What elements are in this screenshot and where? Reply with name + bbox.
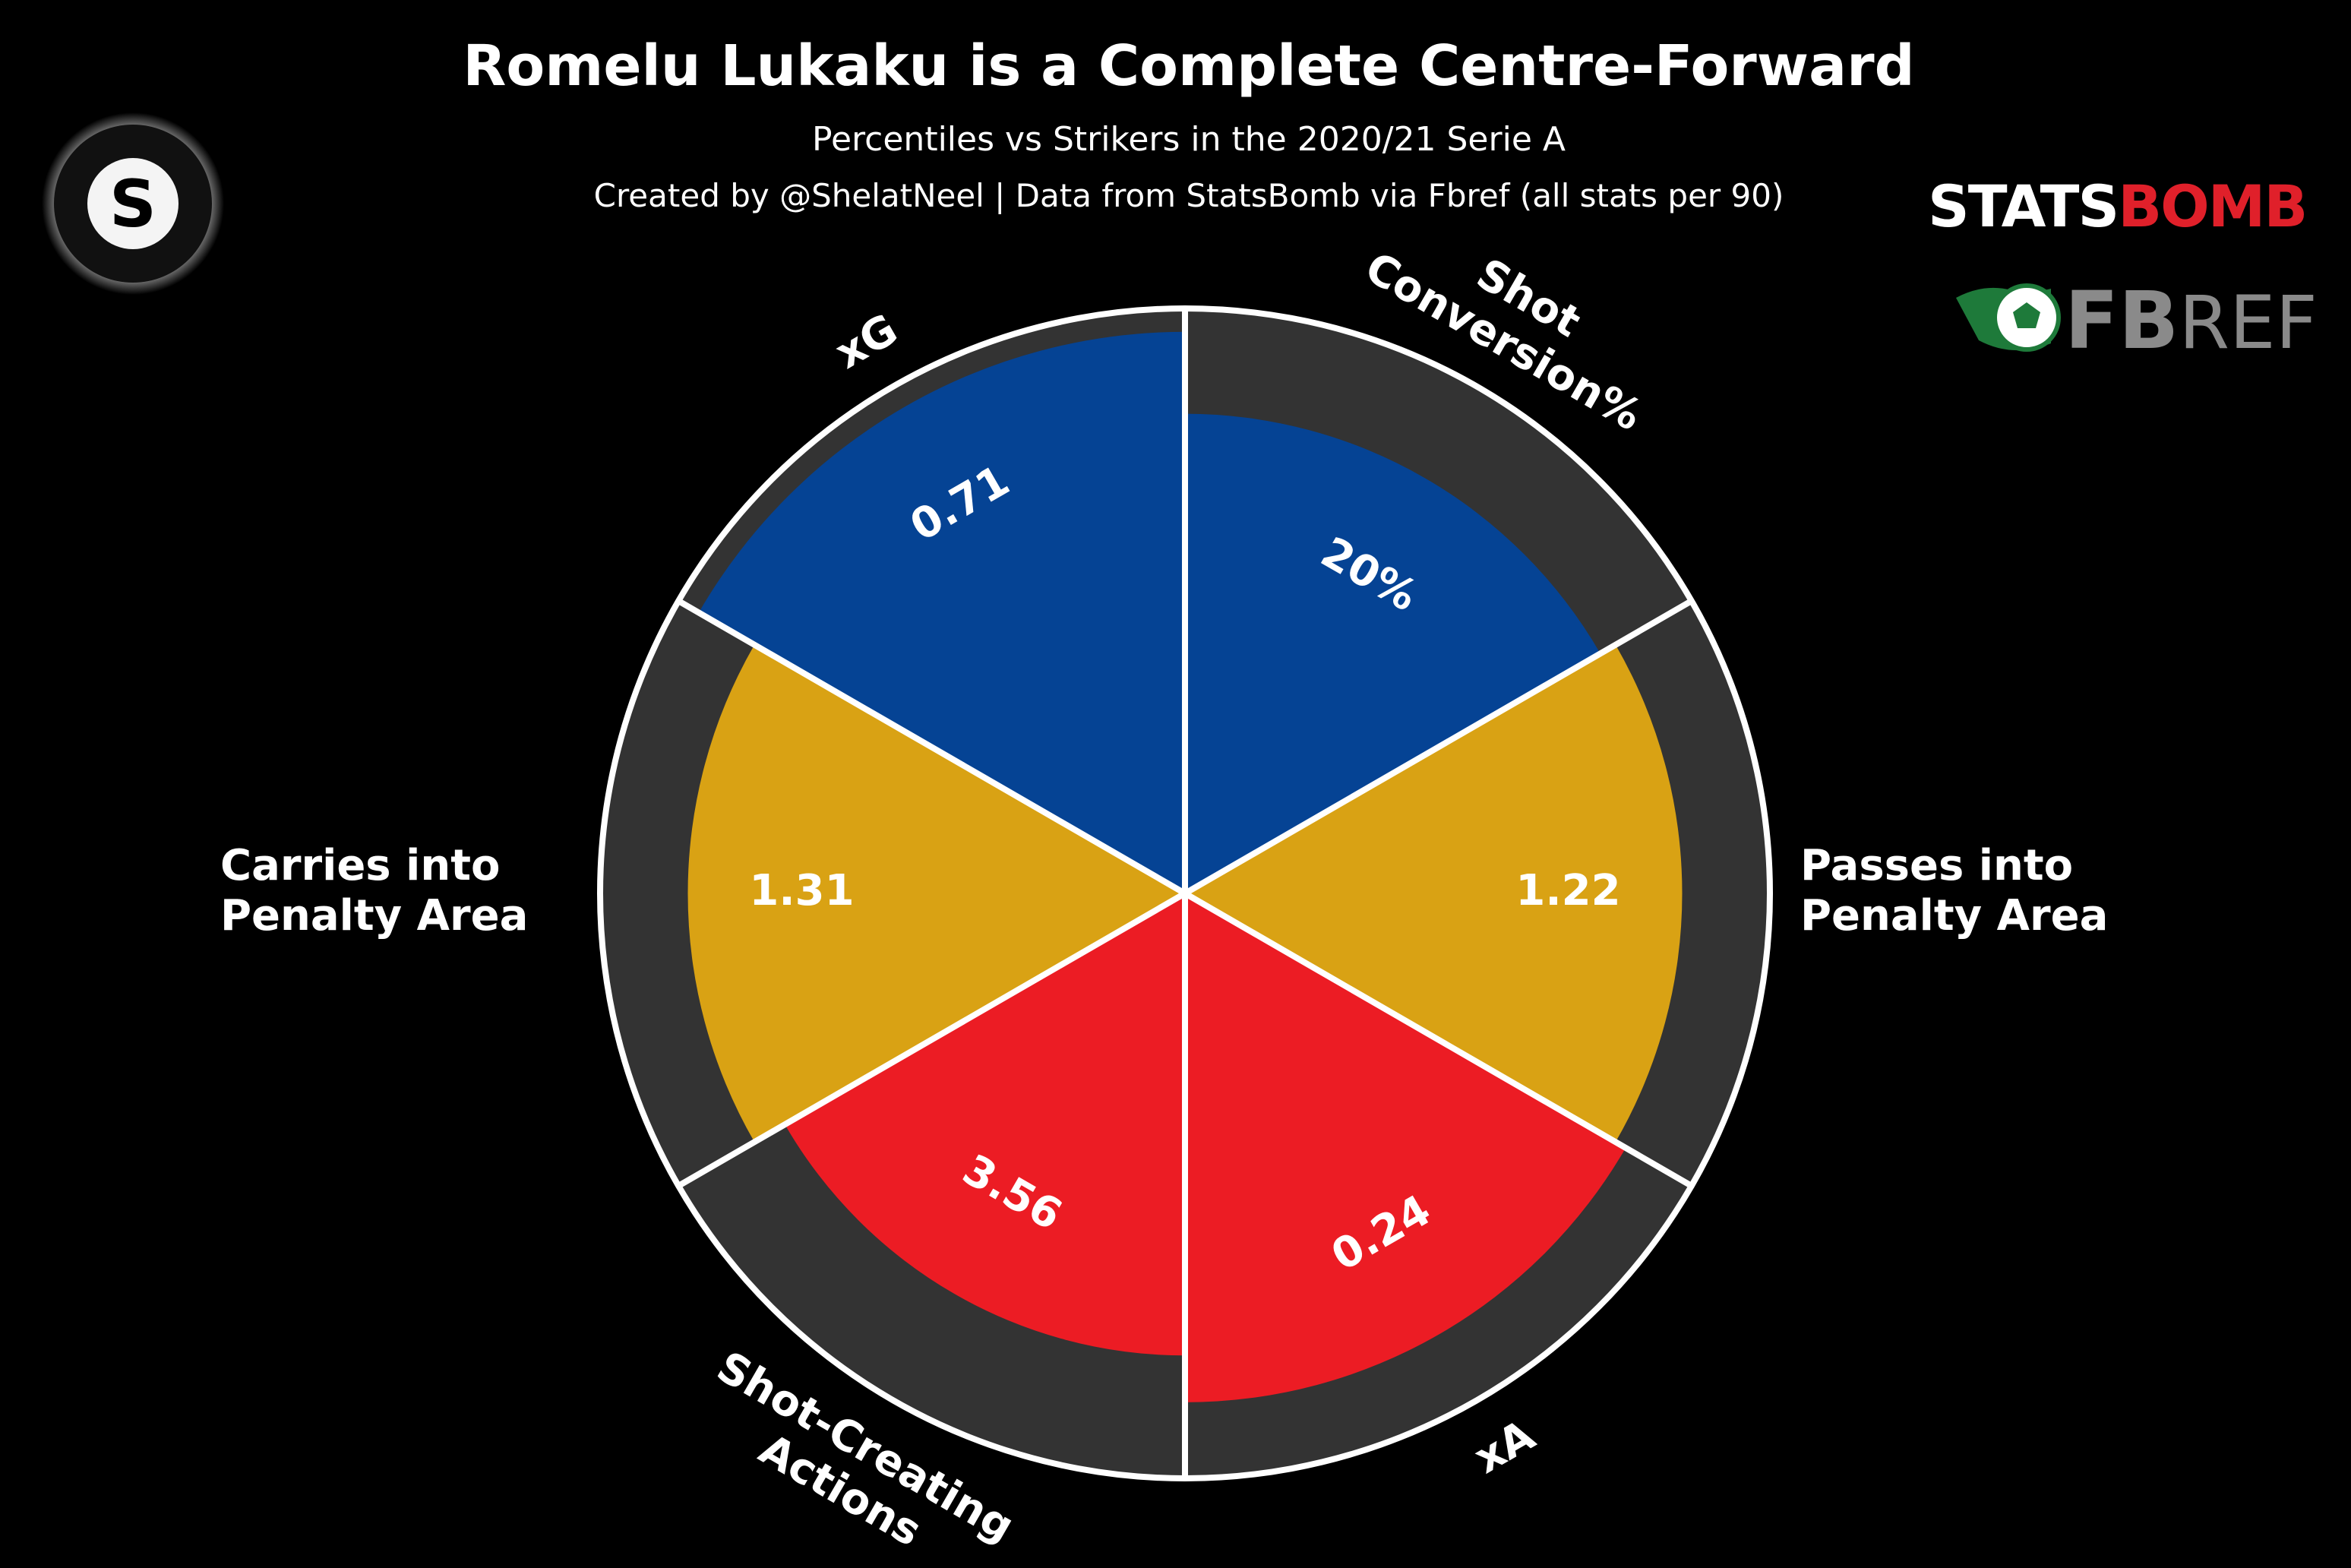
slice-bar-passes-into-penalty-area	[1185, 644, 1683, 1143]
statsbomb-text-stats: STATS	[1928, 172, 2118, 240]
fbref-text-ref: REF	[2179, 280, 2318, 365]
slice-bar-carries-into-penalty-area	[687, 644, 1185, 1143]
slice-divider	[677, 598, 1187, 896]
statsbomb-logo: STATSBOMB	[1928, 172, 2308, 240]
svg-text:FBREF: FBREF	[2065, 274, 2318, 367]
statsbomb-text-mb: MB	[2208, 172, 2307, 240]
slice-bar-shot-creating-actions	[785, 893, 1185, 1356]
outer-ring	[597, 305, 1773, 1481]
slice-value-passes-into-penalty-area: 1.22	[1515, 866, 1620, 915]
slice-divider	[1183, 598, 1693, 896]
chart-subtitle: Percentiles vs Strikers in the 2020/21 S…	[812, 120, 1566, 159]
svg-text:STATSBOMB: STATSBOMB	[1928, 172, 2306, 240]
slice-value-carries-into-penalty-area: 1.31	[749, 866, 854, 915]
slice-bar-xa	[1185, 893, 1626, 1402]
chart-title: Romelu Lukaku is a Complete Centre-Forwa…	[463, 33, 1914, 99]
author-badge-letter: S	[109, 166, 156, 242]
statsbomb-text-o: O	[2160, 172, 2208, 240]
slice-divider	[1183, 890, 1693, 1189]
slice-label-xa: xA	[1466, 1410, 1544, 1483]
slice-bar-shot-conversion	[1185, 413, 1601, 893]
author-badge-logo: S	[42, 112, 224, 295]
slice-bar-xg	[698, 331, 1185, 893]
fbref-logo: FBREF	[1956, 274, 2318, 367]
chart-credit: Created by @ShelatNeel | Data from Stats…	[594, 177, 1784, 214]
slice-label-passes-into-penalty-area: Passes into Penalty Area	[1800, 841, 2108, 940]
slice-label-carries-into-penalty-area: Carries into Penalty Area	[220, 841, 528, 940]
slice-divider	[677, 890, 1187, 1189]
fbref-text-fb: FB	[2065, 274, 2179, 367]
slice-label-xg: xG	[827, 305, 906, 378]
statsbomb-text-b: B	[2118, 172, 2160, 240]
